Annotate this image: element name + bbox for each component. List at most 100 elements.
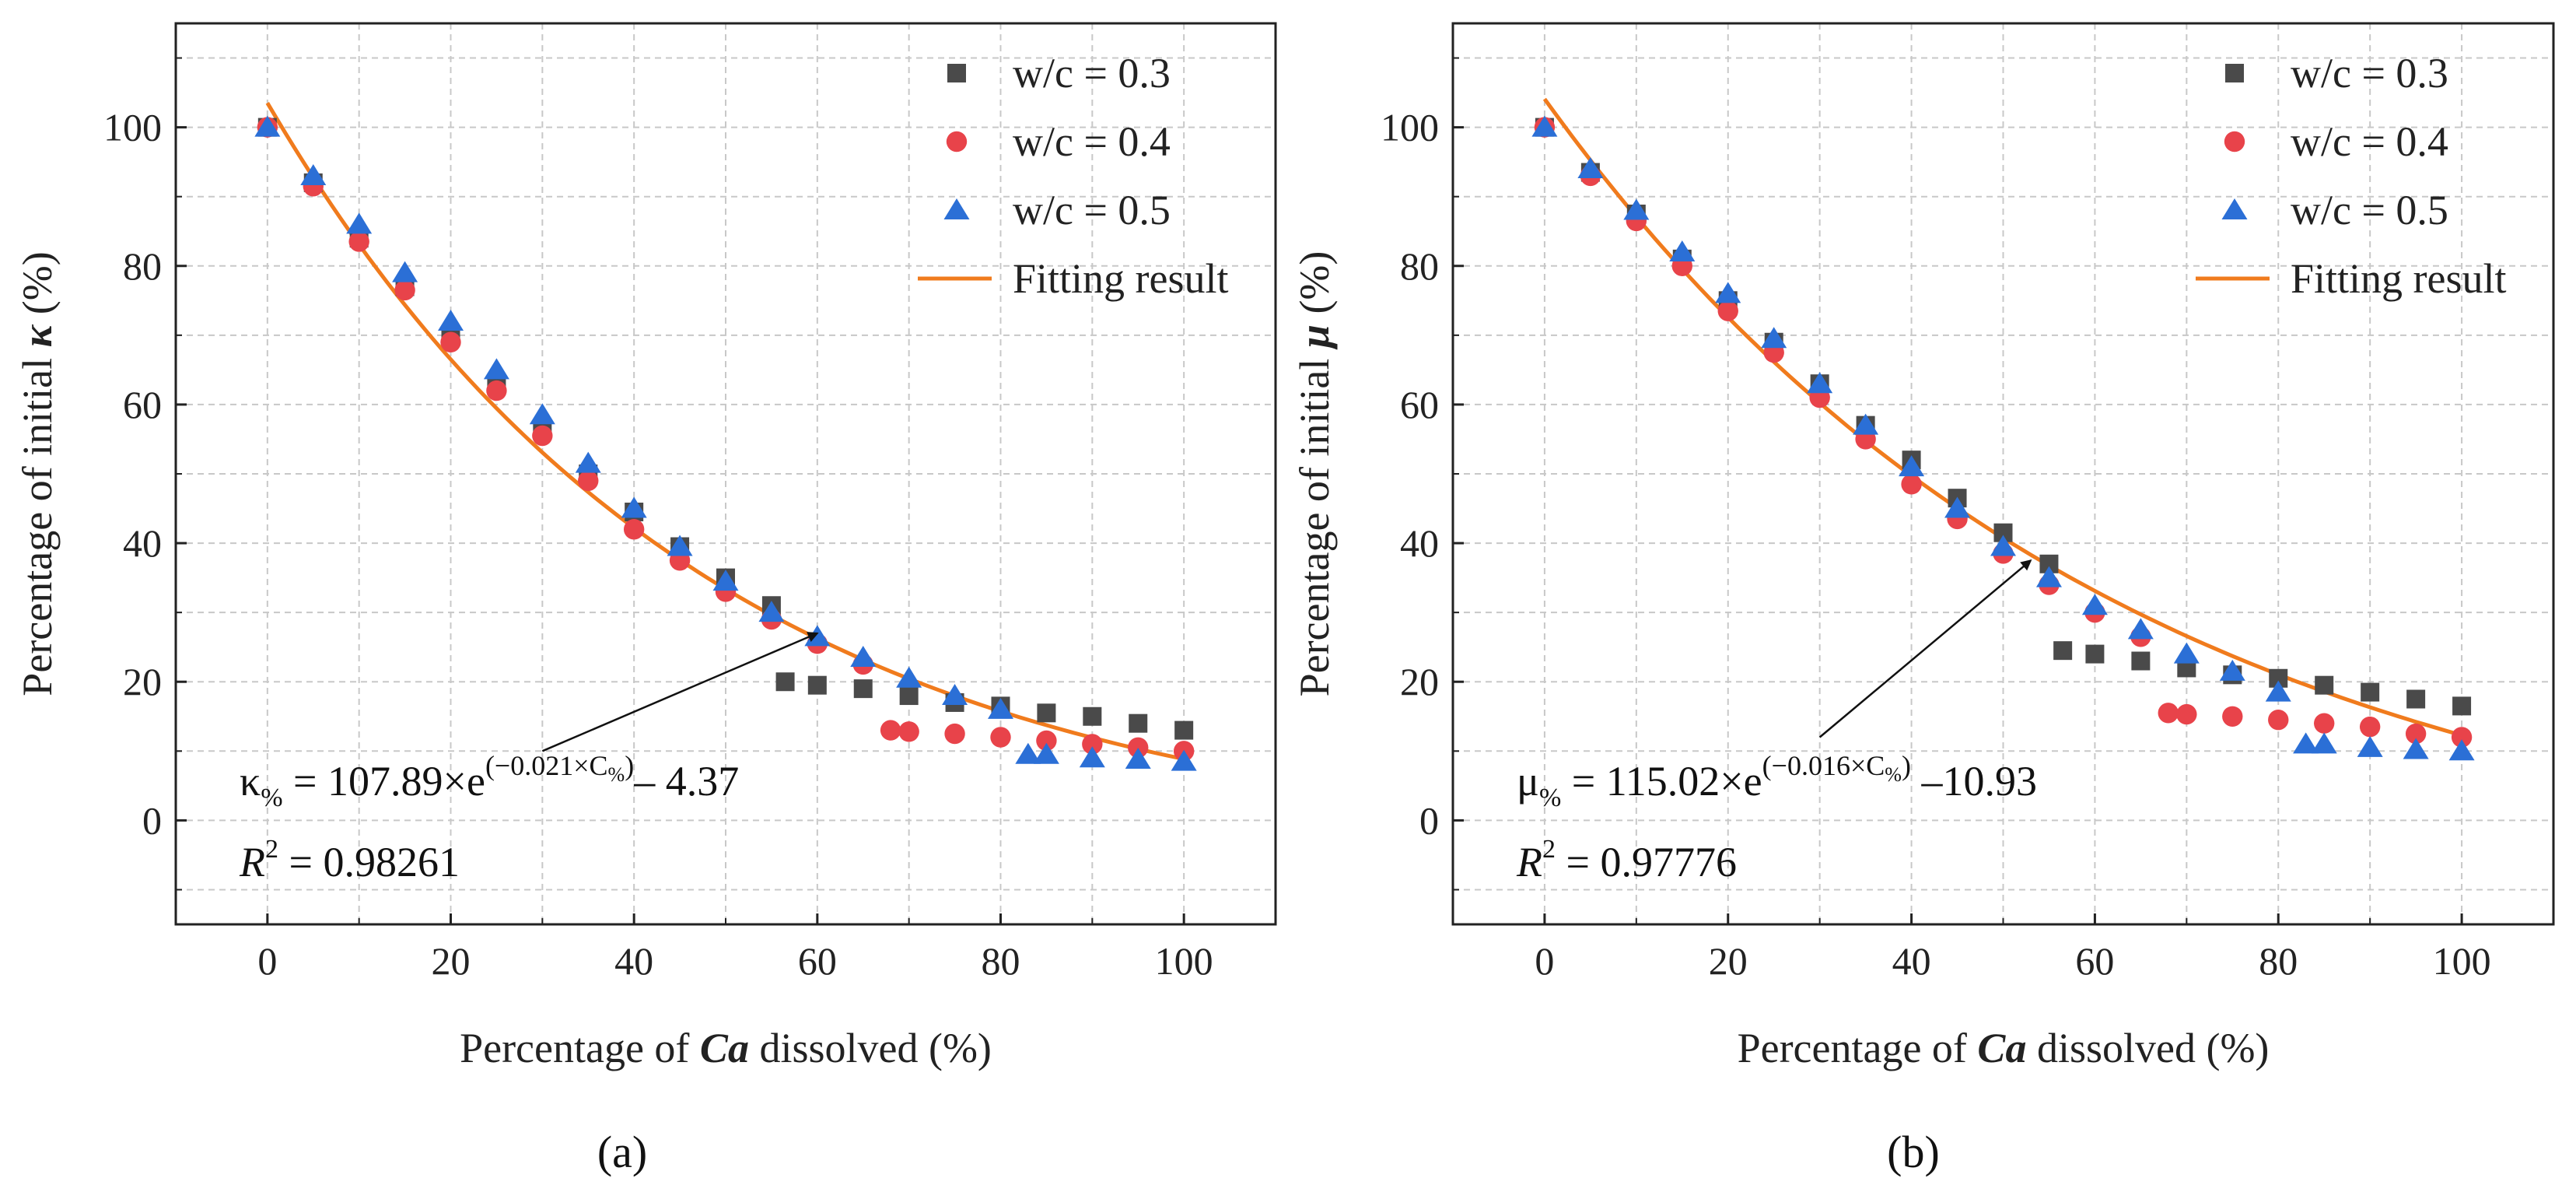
data-point	[486, 380, 507, 401]
legend-label: Fitting result	[1013, 255, 1229, 302]
data-point	[1082, 734, 1103, 755]
panel-label: (a)	[597, 1127, 647, 1177]
x-axis-label: Percentage of Ca dissolved (%)	[1738, 1025, 2270, 1071]
data-point	[944, 723, 965, 745]
series-triangle	[254, 115, 1197, 771]
chart-panel-b: 0 20 40 60 80 100 0 20 40 60 80 100 Percentage of Ca…	[1291, 22, 2555, 1177]
x-tick-label: 20	[1709, 939, 1748, 983]
data-point	[483, 358, 509, 380]
data-point	[2448, 739, 2475, 761]
r-squared-value: = 0.97776	[1556, 839, 1737, 885]
y-axis-label-text: Percentage of initial	[1291, 348, 1338, 696]
data-point	[575, 451, 601, 473]
y-axis-label-suffix: (%)	[14, 251, 61, 324]
equation-exponent-subscript: %	[608, 763, 625, 786]
data-point	[2357, 735, 2383, 757]
data-point	[2176, 703, 2197, 725]
y-axis-label-text: Percentage of initial	[14, 347, 61, 696]
x-tick-label: 60	[2075, 939, 2114, 983]
data-point	[1125, 747, 1151, 769]
legend-label: w/c = 0.4	[1013, 118, 1171, 165]
r-squared: R2 = 0.97776	[1516, 835, 1737, 885]
equation-lhs-subscript: %	[261, 784, 282, 812]
data-point	[2403, 738, 2429, 759]
data-point	[440, 331, 461, 352]
data-point	[2158, 703, 2179, 724]
y-tick-label: 40	[123, 521, 162, 565]
y-axis-label: Percentage of initial μ (%)	[1291, 251, 1338, 697]
legend-marker	[947, 64, 966, 82]
data-point	[348, 231, 369, 252]
legend-label: w/c = 0.3	[1013, 50, 1171, 96]
data-point	[2131, 651, 2151, 671]
legend-label: w/c = 0.5	[1013, 187, 1171, 233]
legend-label: w/c = 0.5	[2291, 187, 2448, 233]
data-point	[1853, 413, 1879, 435]
data-point	[2452, 696, 2472, 716]
y-axis-label: Percentage of initial κ (%)	[14, 251, 61, 696]
r-squared-superscript: 2	[265, 835, 278, 864]
x-tick-label: 80	[982, 939, 1020, 983]
y-tick-label: 100	[103, 106, 162, 149]
r-squared-superscript: 2	[1542, 835, 1556, 864]
y-tick-label: 100	[1381, 106, 1439, 149]
equation-exponent: (−0.021×C	[485, 750, 608, 781]
data-point	[2219, 659, 2245, 681]
data-point	[2085, 644, 2105, 664]
data-point	[1171, 749, 1197, 771]
x-axis-label-text: Percentage of	[1738, 1025, 1978, 1071]
data-point	[2222, 706, 2243, 727]
data-point	[1128, 737, 1149, 759]
data-point	[2406, 689, 2426, 709]
fit-equation: μ% = 115.02×e(−0.016×C%) –10.93	[1517, 750, 2037, 812]
data-point	[988, 697, 1013, 719]
y-tick-label: 60	[1400, 383, 1439, 426]
data-point	[667, 535, 693, 556]
data-point	[898, 721, 919, 742]
data-point	[1174, 720, 1194, 740]
data-point	[2361, 682, 2380, 702]
legend-marker	[2221, 198, 2248, 219]
data-point	[2081, 594, 2108, 615]
data-point	[2035, 566, 2062, 587]
legend-marker	[2225, 64, 2244, 82]
data-point	[1531, 115, 1558, 137]
legend-marker	[943, 198, 970, 219]
data-point	[254, 115, 281, 137]
data-point	[1899, 455, 1925, 477]
data-point	[712, 570, 739, 591]
data-point	[1033, 742, 1059, 764]
y-tick-label: 20	[1400, 660, 1439, 703]
equation-exponent-close: )	[625, 750, 634, 781]
x-tick-label: 40	[614, 939, 653, 983]
data-point	[1037, 703, 1056, 723]
data-point	[2127, 618, 2154, 640]
data-point	[578, 470, 599, 492]
y-tick-label: 80	[123, 244, 162, 288]
chart-panel-a: 0 20 40 60 80 100 0 20 40 60 80 100 Percentage of Ca…	[14, 22, 1277, 1177]
data-point	[532, 425, 553, 447]
fit-equation: κ% = 107.89×e(−0.021×C%)– 4.37	[240, 750, 739, 812]
equation-exponent-subscript: %	[1885, 763, 1902, 786]
data-point	[1944, 496, 1971, 518]
data-point	[896, 666, 922, 688]
x-tick-label: 40	[1892, 939, 1931, 983]
data-point	[1036, 730, 1057, 752]
data-point	[1669, 240, 1696, 261]
y-tick-label: 0	[1419, 798, 1439, 842]
data-point	[1990, 535, 2016, 556]
data-point	[1129, 713, 1148, 733]
data-point	[1079, 746, 1105, 768]
data-point	[346, 212, 373, 234]
y-tick-label: 60	[123, 383, 162, 426]
x-tick-label: 20	[432, 939, 471, 983]
r-squared: R2 = 0.98261	[239, 835, 460, 885]
equation-lhs: μ	[1517, 758, 1539, 805]
y-tick-label: 80	[1400, 244, 1439, 288]
data-point	[880, 720, 901, 741]
r-squared-label: R	[239, 839, 265, 885]
x-axis-label: Percentage of Ca dissolved (%)	[460, 1025, 992, 1071]
data-point	[853, 679, 873, 699]
series-circle	[257, 117, 1195, 762]
data-point	[1015, 742, 1041, 764]
